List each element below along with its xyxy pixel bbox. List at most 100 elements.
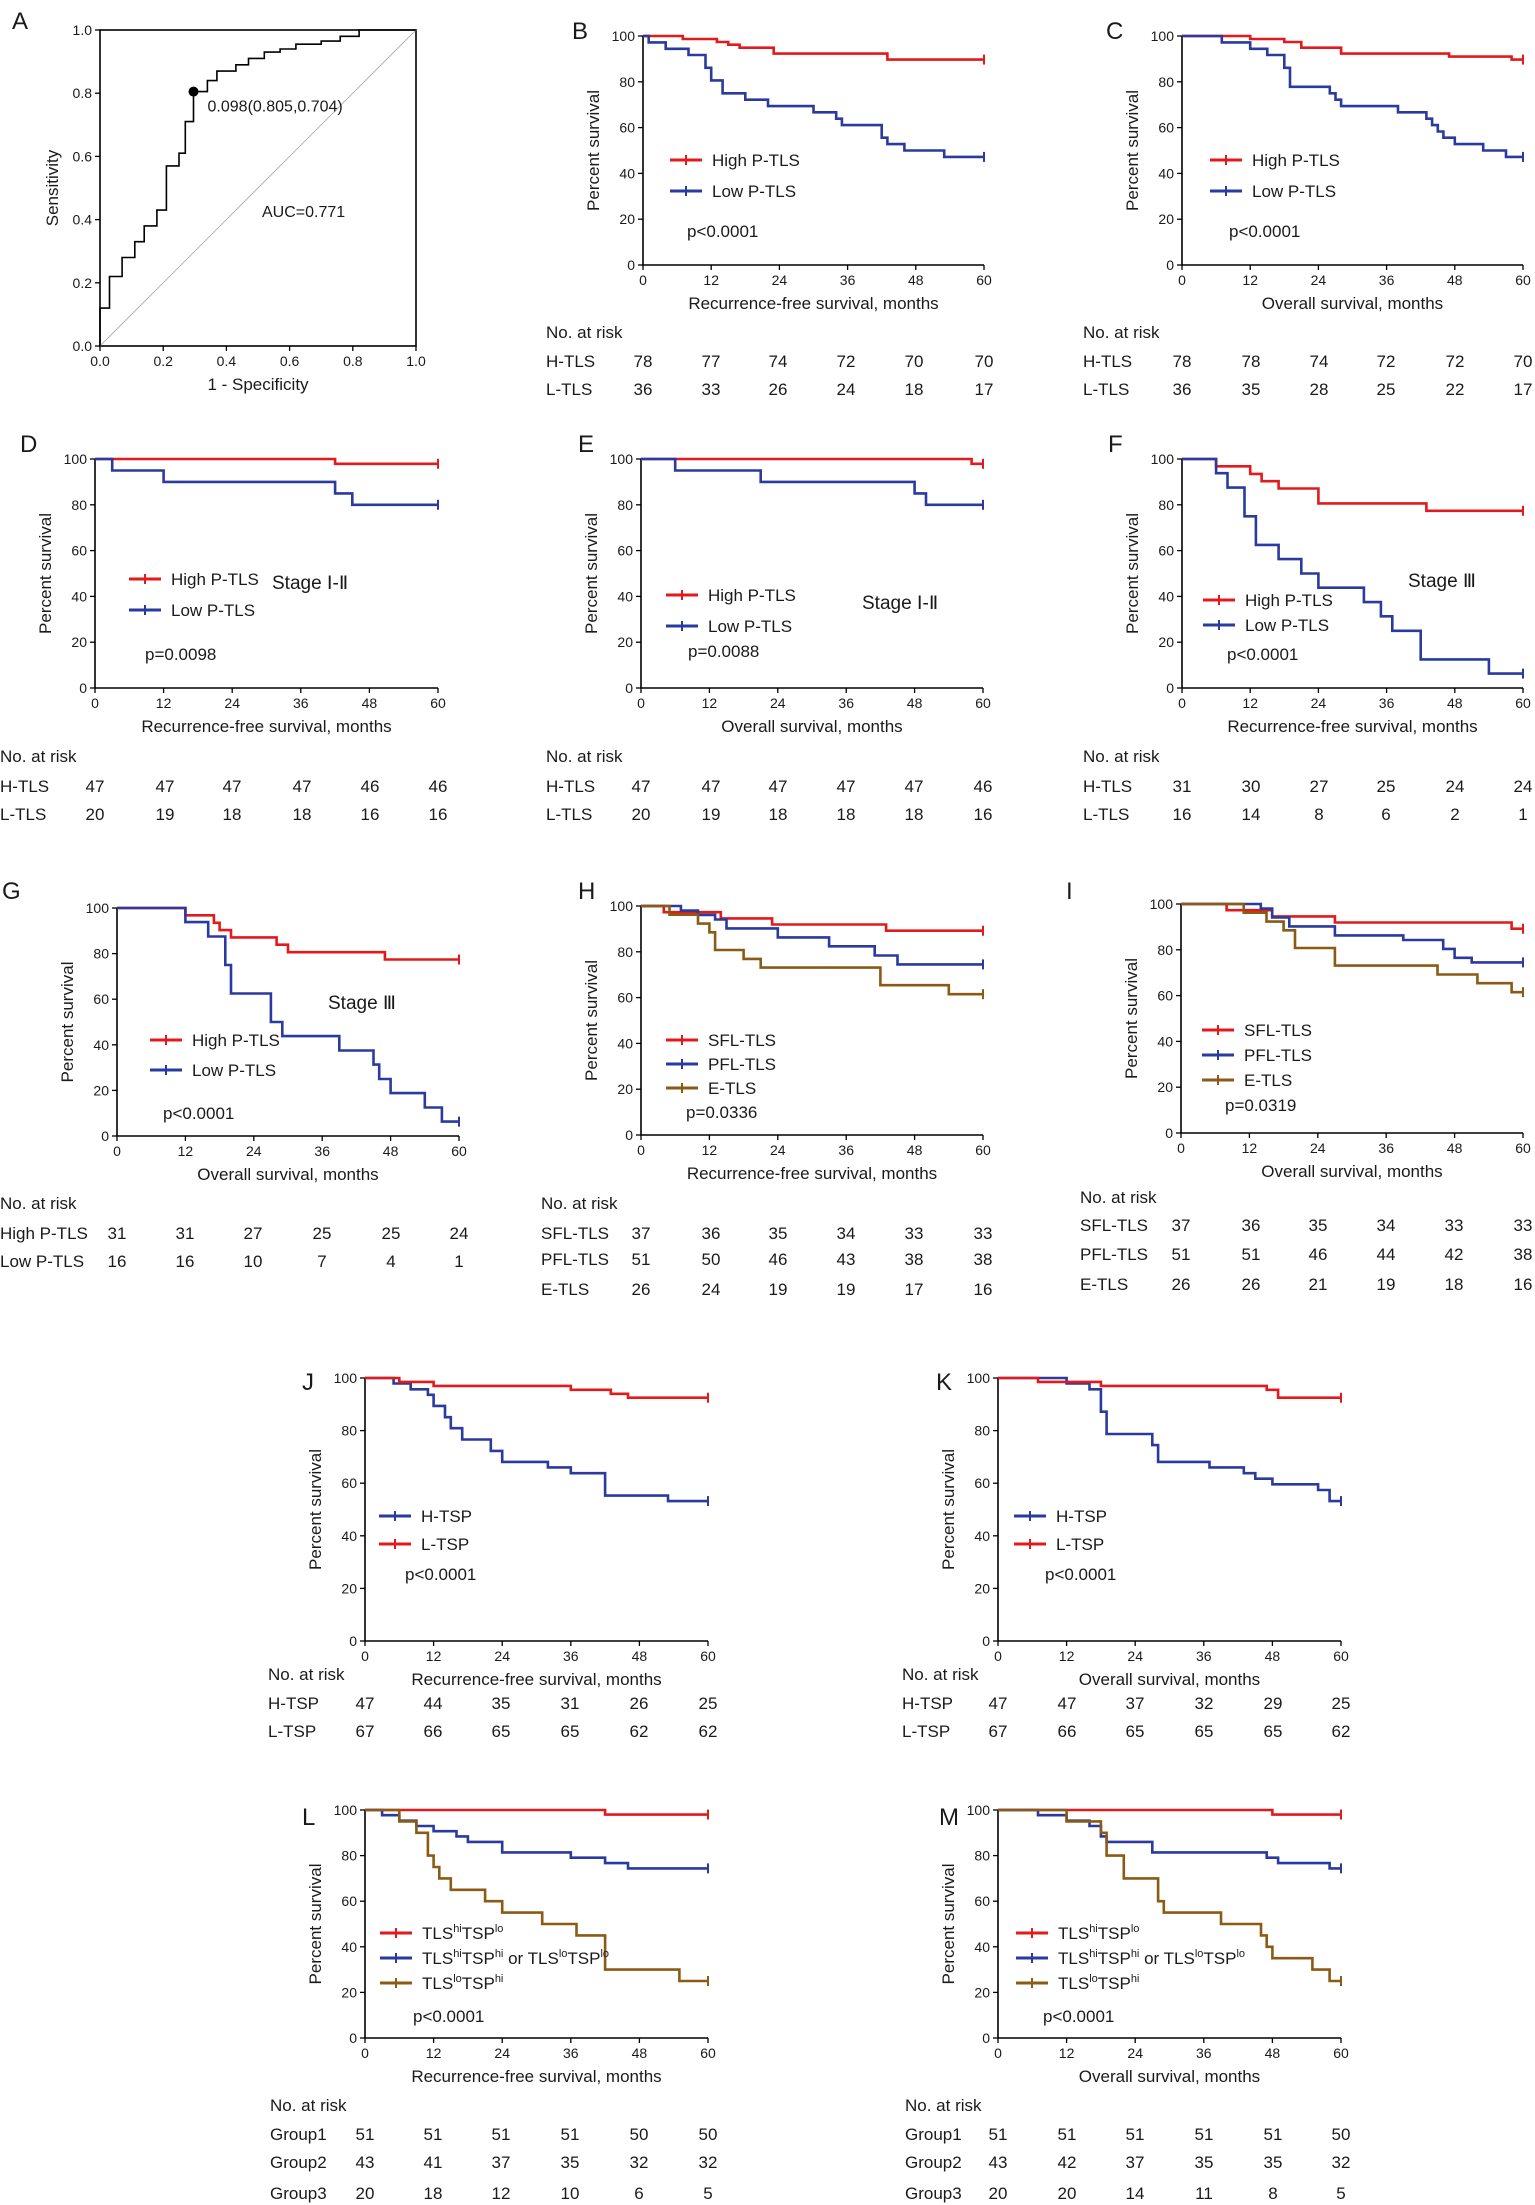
y-tick-label: 20	[71, 634, 87, 650]
risk-value: 35	[769, 1224, 788, 1243]
x-tick-label: 12	[1242, 695, 1258, 711]
risk-value: 44	[424, 1694, 443, 1713]
risk-value: 7	[317, 1252, 326, 1271]
x-tick-label: 36	[1379, 695, 1395, 711]
panel-letter: M	[939, 1804, 959, 1831]
risk-value: 43	[989, 2153, 1008, 2172]
risk-value: 41	[424, 2153, 443, 2172]
risk-value: 1	[1518, 805, 1527, 824]
risk-value: 32	[699, 2153, 718, 2172]
x-tick-label: 0.8	[343, 353, 363, 369]
risk-value: 50	[702, 1250, 721, 1269]
x-tick-label: 60	[451, 1143, 467, 1159]
panel-letter: L	[302, 1804, 315, 1831]
risk-value: 12	[492, 2184, 511, 2203]
x-tick-label: 0	[361, 1648, 369, 1664]
legend-label: Low P-TLS	[712, 182, 796, 201]
y-tick-label: 100	[1151, 451, 1175, 467]
y-tick-label: 60	[974, 1893, 990, 1909]
km-curve-1	[365, 1808, 708, 1816]
y-tick-label: 40	[71, 588, 87, 604]
y-tick-label: 40	[1157, 1033, 1173, 1049]
risk-value: 65	[1195, 1722, 1214, 1741]
cutoff-point	[188, 86, 199, 97]
x-tick-label: 60	[975, 695, 991, 711]
risk-value: 42	[1445, 1245, 1464, 1264]
auc-annotation: AUC=0.771	[262, 204, 345, 221]
y-axis-title: Sensitivity	[43, 149, 62, 226]
x-tick-label: 48	[362, 695, 378, 711]
x-tick-label: 24	[246, 1143, 262, 1159]
y-tick-label: 100	[1150, 896, 1174, 912]
p-value: p<0.0001	[163, 1104, 234, 1123]
x-tick-label: 36	[840, 272, 856, 288]
risk-value: 32	[1195, 1694, 1214, 1713]
y-tick-label: 0	[625, 1127, 633, 1143]
risk-value: 37	[492, 2153, 511, 2172]
risk-value: 16	[1514, 1275, 1533, 1294]
legend-label: E-TLS	[708, 1079, 756, 1098]
risk-value: 66	[424, 1722, 443, 1741]
y-tick-label: 40	[974, 1939, 990, 1955]
x-tick-label: 24	[494, 2045, 510, 2061]
risk-row-label: L-TLS	[1083, 380, 1129, 399]
risk-value: 46	[361, 777, 380, 796]
km-curve-1	[998, 1376, 1341, 1503]
risk-value: 16	[1173, 805, 1192, 824]
risk-value: 51	[356, 2125, 375, 2144]
y-axis-title: Percent survival	[58, 962, 77, 1083]
y-tick-label: 80	[1158, 497, 1174, 513]
x-tick-label: 24	[1310, 1140, 1326, 1156]
risk-value: 65	[561, 1722, 580, 1741]
y-tick-label: 20	[974, 1580, 990, 1596]
x-tick-label: 24	[494, 1648, 510, 1664]
x-axis-title: Overall survival, months	[1262, 294, 1443, 313]
km-curve-2	[643, 34, 984, 159]
y-tick-label: 0	[982, 1633, 990, 1649]
y-tick-label: 0	[349, 1633, 357, 1649]
x-tick-label: 48	[907, 1142, 923, 1158]
x-tick-label: 0.4	[217, 353, 237, 369]
risk-value: 18	[769, 805, 788, 824]
plot-frame	[99, 29, 417, 347]
legend-label: L-TSP	[1056, 1535, 1104, 1554]
risk-value: 26	[769, 380, 788, 399]
x-tick-label: 0	[639, 272, 647, 288]
panel-letter: G	[2, 878, 21, 905]
legend-label: E-TLS	[1244, 1071, 1292, 1090]
risk-value: 25	[382, 1224, 401, 1243]
risk-value: 25	[1377, 777, 1396, 796]
risk-table-title: No. at risk	[268, 1665, 345, 1684]
risk-value: 18	[905, 380, 924, 399]
p-value: p<0.0001	[413, 2007, 484, 2026]
x-tick-label: 12	[703, 272, 719, 288]
x-tick-label: 24	[224, 695, 240, 711]
legend-label: Low P-TLS	[1252, 182, 1336, 201]
panel-A: A 0.0 0.2 0.4 0.6 0.8 1.0 0.0 0.2 0.4 0.6 0.8 1.0 1 -…	[12, 8, 426, 394]
risk-value: 47	[156, 777, 175, 796]
risk-value: 51	[424, 2125, 443, 2144]
risk-row-label: H-TLS	[0, 777, 49, 796]
panel-C: C 0 12 24 36 48 60 0 20 40 60 80 100 Overall survival…	[1083, 18, 1532, 399]
km-curve-3	[998, 1808, 1341, 1983]
risk-row-label: Group1	[905, 2125, 962, 2144]
x-tick-label: 0	[113, 1143, 121, 1159]
y-tick-label: 80	[974, 1423, 990, 1439]
risk-value: 27	[1310, 777, 1329, 796]
risk-value: 47	[1058, 1694, 1077, 1713]
y-tick-label: 20	[1157, 1079, 1173, 1095]
x-tick-label: 48	[1447, 1140, 1463, 1156]
risk-value: 25	[699, 1694, 718, 1713]
y-tick-label: 100	[334, 1370, 358, 1386]
risk-value: 47	[905, 777, 924, 796]
y-tick-label: 0	[1166, 257, 1174, 273]
risk-value: 33	[974, 1224, 993, 1243]
km-curve-3	[1181, 902, 1523, 994]
y-tick-label: 60	[617, 990, 633, 1006]
risk-value: 47	[86, 777, 105, 796]
risk-row-label: SFL-TLS	[541, 1224, 609, 1243]
y-tick-label: 0	[1165, 1125, 1173, 1141]
x-tick-label: 48	[1265, 2045, 1281, 2061]
km-curve-1	[95, 457, 438, 466]
cutoff-annotation: 0.098(0.805,0.704)	[208, 99, 343, 116]
